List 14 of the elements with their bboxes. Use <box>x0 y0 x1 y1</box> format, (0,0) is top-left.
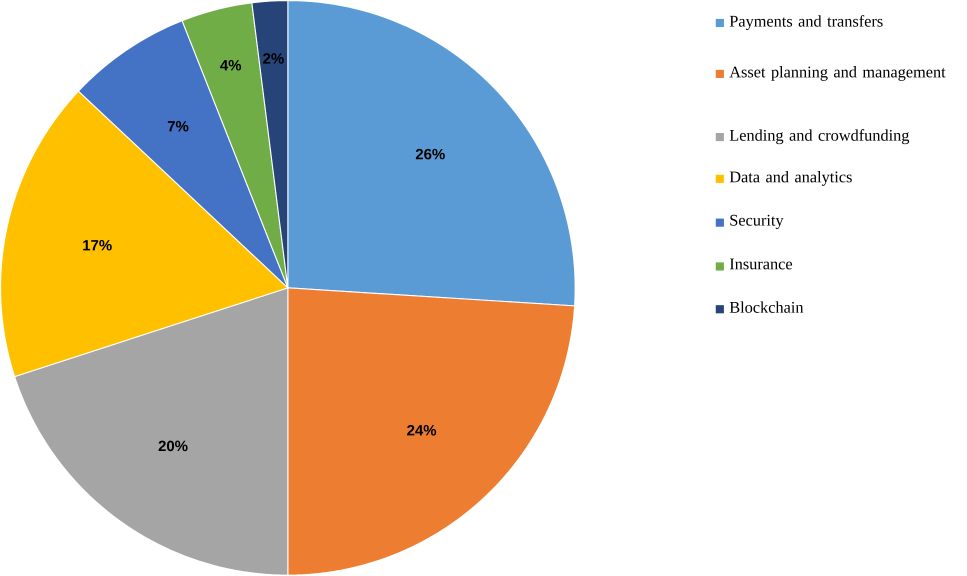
data-label: 17% <box>83 240 112 251</box>
data-label: 2% <box>263 53 284 64</box>
legend-label: Asset planning and management <box>729 66 946 81</box>
legend-label: Security <box>730 214 784 230</box>
data-label: 20% <box>158 440 188 452</box>
legend-label: Payments and transfers <box>730 15 883 30</box>
legend-label: Blockchain <box>730 302 804 313</box>
data-label: 4% <box>220 60 242 71</box>
legend-label: Lending and crowdfunding <box>730 129 910 144</box>
legend-label: Insurance <box>730 258 792 270</box>
data-label: 26% <box>416 148 445 160</box>
legend-label: Data and analytics <box>730 171 852 186</box>
data-label: 24% <box>407 425 436 436</box>
data-label: 7% <box>168 121 188 132</box>
